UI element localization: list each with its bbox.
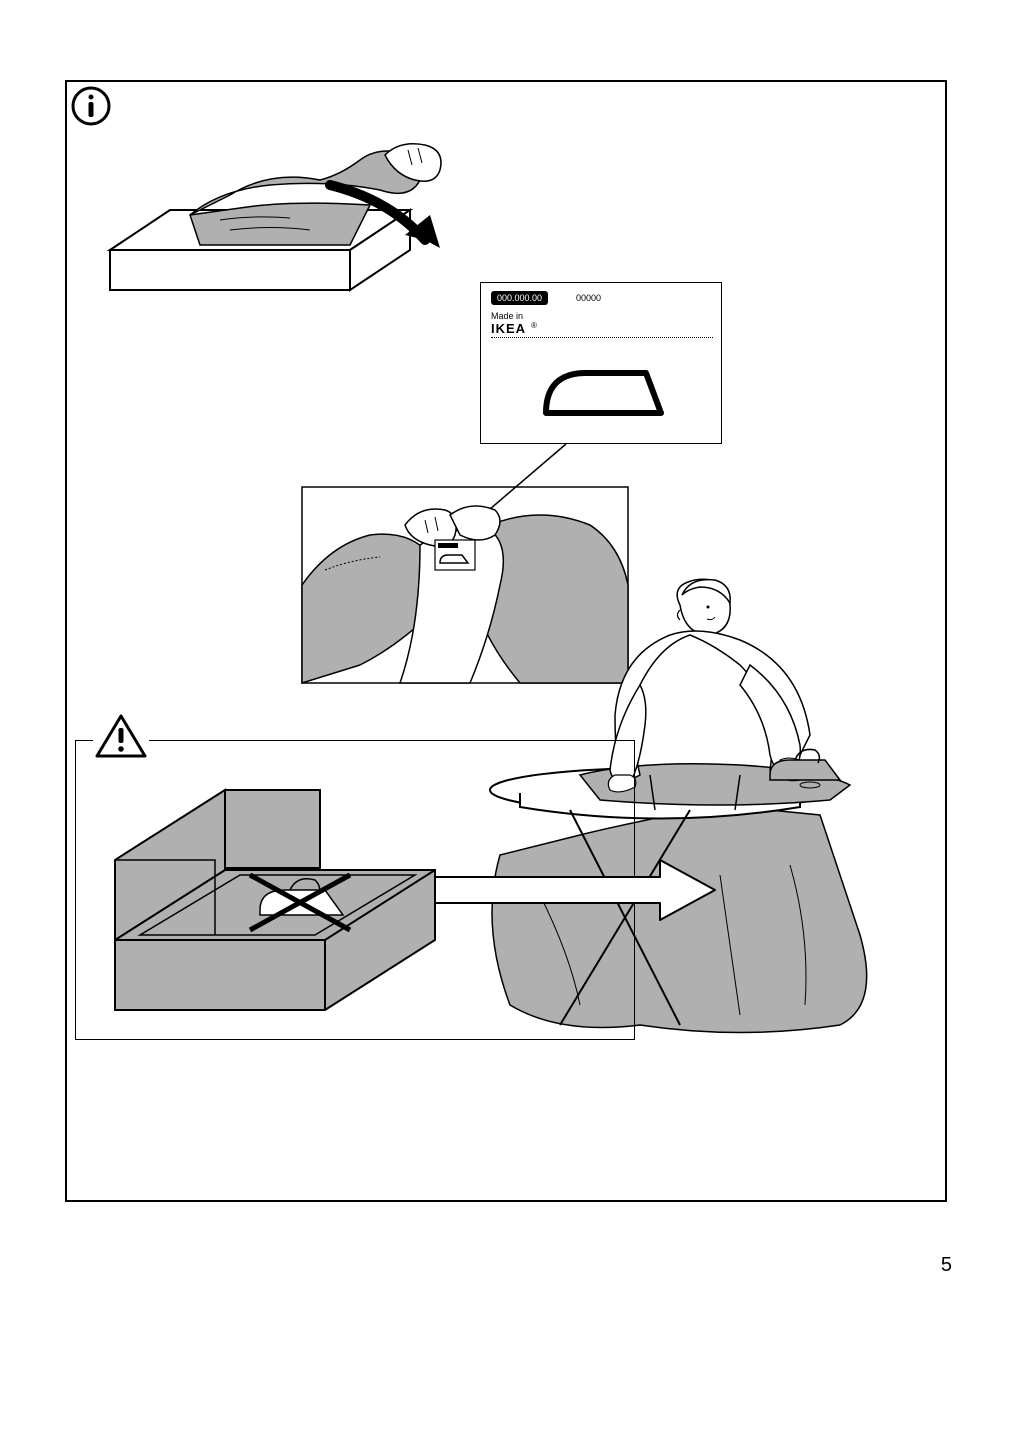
illustration-warning-sofa [85,760,455,1030]
dotted-separator [491,337,713,338]
page-number: 5 [941,1254,952,1277]
made-in-text: Made in [491,311,523,321]
illustration-unpack [90,130,470,330]
iron-care-symbol [531,348,671,428]
info-icon [70,85,112,127]
warning-triangle-icon [93,712,149,762]
page: 000.000.00 00000 Made in IKEA ® [0,0,1012,1432]
article-number-pill: 000.000.00 [491,291,548,305]
registered-mark: ® [531,321,537,330]
arrow-right-icon [430,855,720,925]
aux-number: 00000 [576,293,601,303]
article-number: 000.000.00 [497,293,542,303]
ikea-logo: IKEA [491,321,526,336]
care-label-callout: 000.000.00 00000 Made in IKEA ® [480,282,722,444]
